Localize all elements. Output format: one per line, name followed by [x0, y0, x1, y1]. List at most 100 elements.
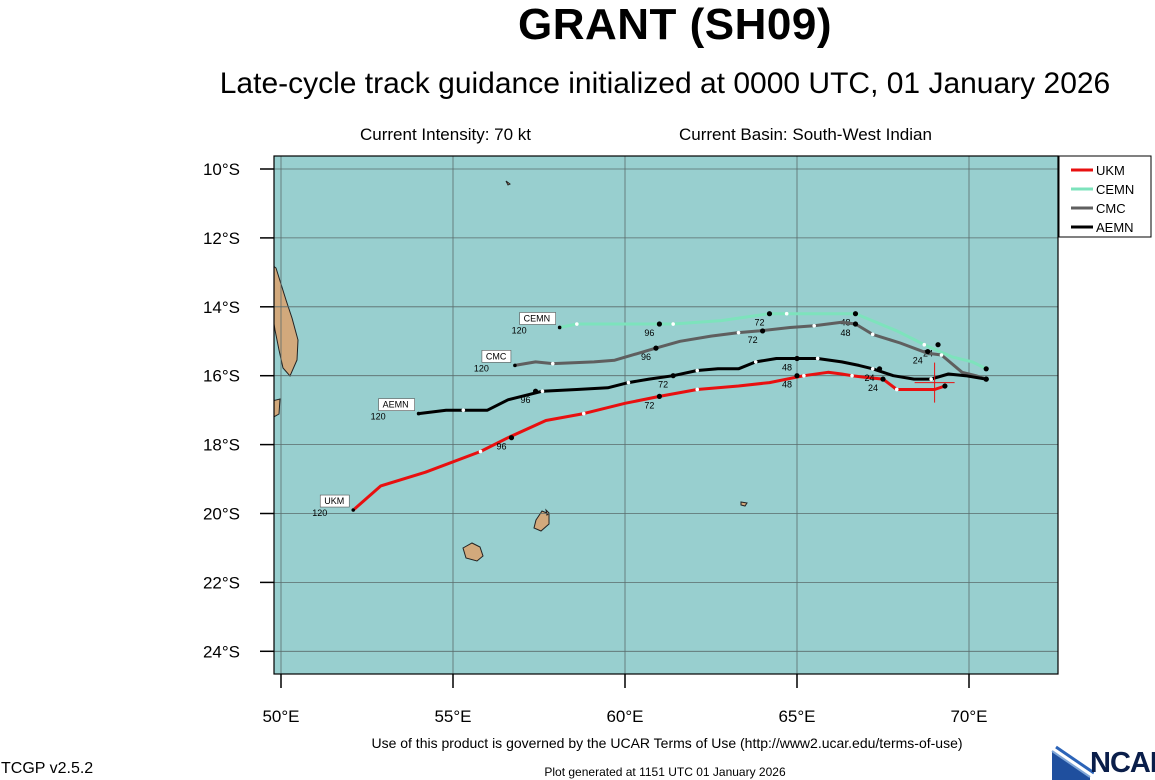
track-line-ukm: [352, 370, 946, 512]
track-interval-dot: [784, 311, 789, 316]
ncar-logo-text: NCAR: [1090, 747, 1155, 779]
forecast-hour-marker: [852, 321, 859, 327]
track-interval-dot: [815, 356, 820, 361]
track-interval-dot: [850, 373, 854, 378]
lon-tick-label: 50°E: [262, 707, 299, 726]
track-interval-dot: [540, 389, 545, 394]
forecast-hour-marker: [925, 348, 931, 355]
track-map: 24 48 72 96 UKM 120 24 48 72 96 CEMN 120 24 48 72 96 CMC…: [203, 155, 1152, 726]
storm-title: GRANT (SH09): [517, 0, 833, 49]
track-interval-dot: [575, 322, 579, 326]
lon-tick-label: 60°E: [606, 707, 643, 726]
track-line-cemn: [559, 312, 987, 371]
model-tag-hour: 120: [312, 508, 327, 518]
track-end-marker: [513, 363, 517, 368]
legend-label-aemn: AEMN: [1096, 220, 1134, 235]
model-tag-aemn: AEMN 120: [371, 398, 415, 422]
map-interior: 24 48 72 96 UKM 120 24 48 72 96 CEMN 120 24 48 72 96 CMC…: [274, 156, 1058, 674]
model-tag-box: [319, 494, 350, 508]
model-tag-name: UKM: [324, 496, 344, 506]
forecast-hour-marker: [794, 355, 800, 362]
model-tag-name: AEMN: [383, 400, 409, 410]
lat-tick-label: 22°S: [203, 573, 240, 592]
track-interval-dot: [812, 323, 816, 328]
model-tag-box: [519, 312, 556, 325]
forecast-hour-marker: [670, 373, 676, 379]
model-tag-name: CMC: [486, 351, 507, 361]
track-interval-dot: [736, 330, 741, 335]
model-tag-cmc: CMC 120: [474, 350, 512, 373]
lat-tick-label: 10°S: [203, 160, 240, 179]
track-end-marker: [351, 508, 356, 512]
lat-tick-label: 24°S: [203, 642, 240, 661]
track-interval-dot: [939, 353, 944, 357]
forecast-hour-marker: [876, 366, 883, 372]
track-start-marker: [942, 383, 948, 389]
lat-tick-label: 14°S: [203, 298, 240, 317]
track-interval-dot: [929, 377, 933, 381]
forecast-hour-marker: [656, 393, 663, 399]
forecast-hour-marker: [935, 342, 941, 348]
forecast-hour-label: 96: [641, 352, 651, 362]
lat-tick-label: 20°S: [203, 505, 240, 524]
forecast-hour-label: 72: [754, 318, 764, 328]
ocean-background: [274, 156, 1058, 674]
forecast-hour-marker: [532, 388, 539, 394]
track-interval-dot: [922, 342, 927, 347]
forecast-hour-marker: [794, 373, 800, 379]
forecast-hour-marker: [656, 321, 663, 327]
forecast-hour-label: 72: [658, 380, 668, 390]
track-interval-dot: [695, 368, 700, 373]
lon-tick-label: 70°E: [950, 707, 987, 726]
forecast-hour-label: 48: [782, 362, 792, 372]
lat-tick-label: 18°S: [203, 436, 240, 455]
guidance-subtitle: Late-cycle track guidance initialized at…: [219, 67, 1111, 100]
ncar-swoosh-icon: [1051, 745, 1094, 780]
plot-generated-timestamp: Plot generated at 1151 UTC 01 January 20…: [544, 765, 786, 779]
forecast-hour-label: 72: [644, 400, 654, 410]
track-end-marker: [557, 325, 562, 330]
current-intensity: Current Intensity: 70 kt: [360, 125, 532, 144]
legend: UKM CEMN CMC AEMN: [1058, 155, 1152, 238]
track-interval-dot: [478, 449, 483, 454]
map-frame: [273, 155, 1059, 675]
track-interval-dot: [550, 361, 555, 366]
forecast-hour-label: 24: [868, 383, 878, 393]
forecast-hour-label: 24: [913, 356, 923, 366]
current-basin: Current Basin: South-West Indian: [679, 125, 932, 144]
track-interval-dot: [753, 360, 758, 364]
track-interval-dot: [461, 408, 466, 412]
model-tag-hour: 120: [474, 363, 489, 373]
track-start-marker: [983, 366, 989, 372]
model-tag-box: [378, 398, 415, 411]
model-tag-hour: 120: [371, 412, 386, 422]
forecast-hour-marker: [653, 345, 659, 351]
track-line-aemn: [418, 357, 987, 416]
terms-of-use-note: Use of this product is governed by the U…: [371, 735, 963, 751]
model-tag-hour: 120: [512, 325, 527, 335]
model-tag-ukm: UKM 120: [312, 494, 350, 518]
track-end-marker: [416, 411, 421, 416]
mauritius-island: [533, 510, 550, 532]
reunion-island: [462, 542, 484, 562]
forecast-hour-label: 72: [748, 335, 758, 345]
forecast-hour-label: 96: [644, 328, 654, 338]
rodrigues-island: [740, 501, 748, 507]
madagascar-south-landmass: [274, 398, 281, 418]
legend-label-cmc: CMC: [1096, 201, 1126, 216]
forecast-hour-marker: [766, 311, 773, 317]
forecast-hour-marker: [508, 435, 515, 441]
forecast-hour-marker: [880, 376, 886, 382]
legend-label-ukm: UKM: [1096, 163, 1125, 178]
track-interval-dot: [894, 387, 899, 392]
track-interval-dot: [581, 411, 586, 416]
lon-tick-label: 55°E: [434, 707, 471, 726]
forecast-hour-label: 96: [496, 442, 506, 452]
forecast-hour-marker: [760, 328, 766, 334]
track-line-cmc: [514, 320, 987, 381]
track-interval-dot: [626, 380, 631, 385]
model-tag-box: [481, 350, 512, 363]
lon-tick-label: 65°E: [778, 707, 815, 726]
track-start-marker: [983, 376, 989, 382]
agalega-island: [505, 180, 511, 186]
